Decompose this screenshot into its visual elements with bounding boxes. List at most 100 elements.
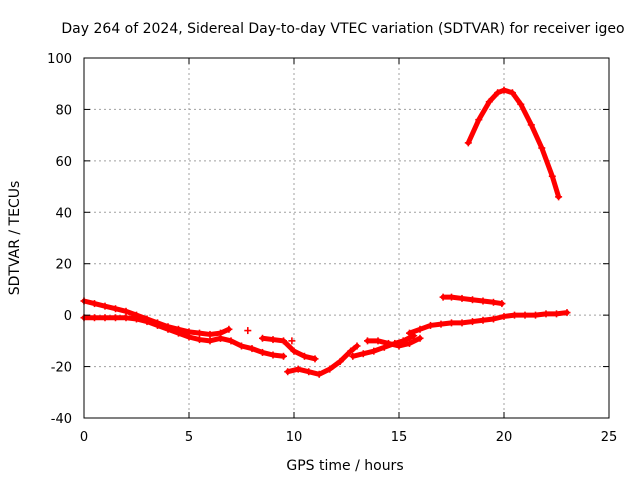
data-point <box>427 321 434 329</box>
axis-ticks <box>83 57 610 419</box>
x-tick-label: 0 <box>80 430 88 445</box>
data-point <box>294 365 302 373</box>
data-point <box>437 320 445 328</box>
data-point <box>374 337 382 345</box>
x-tick-label: 25 <box>601 430 618 445</box>
data-point <box>284 368 292 376</box>
data-point <box>143 318 151 326</box>
data-point <box>385 339 392 347</box>
data-point <box>475 116 483 124</box>
data-point <box>517 100 525 108</box>
data-point <box>280 352 287 360</box>
data-point <box>91 300 98 308</box>
data-point <box>311 355 319 363</box>
plot-area <box>80 86 571 378</box>
data-point <box>269 336 277 344</box>
x-axis-label: GPS time / hours <box>286 458 403 474</box>
data-point <box>280 337 287 345</box>
x-tick-label: 10 <box>286 430 303 445</box>
data-point <box>91 314 98 322</box>
data-point <box>395 342 403 350</box>
data-point <box>464 139 472 147</box>
data-point <box>206 330 214 338</box>
data-point <box>305 368 313 376</box>
series-arc-midday-2 <box>259 334 319 363</box>
data-point <box>101 314 109 322</box>
series-arc-high <box>464 86 563 201</box>
data-point <box>353 342 361 350</box>
series-line <box>465 87 562 200</box>
y-tick-label: 40 <box>55 206 72 221</box>
series-arc-evening <box>406 309 571 337</box>
data-point <box>227 337 235 345</box>
data-point <box>532 311 539 319</box>
chart-title: Day 264 of 2024, Sidereal Day-to-day VTE… <box>61 21 624 37</box>
data-point <box>301 352 308 360</box>
data-point <box>521 311 529 319</box>
data-point <box>196 336 203 344</box>
x-tick-label: 20 <box>496 430 513 445</box>
data-point <box>469 318 476 326</box>
data-point <box>225 325 233 333</box>
series-arc-midday-1 <box>217 334 287 360</box>
data-point <box>259 334 266 342</box>
series-arc-afternoon <box>439 293 506 308</box>
data-point <box>406 339 413 347</box>
data-point <box>538 144 546 152</box>
series-arc-recovery-1 <box>349 332 418 360</box>
data-point <box>500 86 508 94</box>
data-point <box>479 316 487 324</box>
data-point <box>494 89 502 97</box>
data-point <box>112 314 119 322</box>
data-point <box>490 315 497 323</box>
data-point <box>175 329 182 337</box>
data-point <box>269 351 277 359</box>
y-tick-label: 80 <box>55 103 72 118</box>
data-point <box>315 370 323 378</box>
data-point <box>439 293 447 301</box>
y-tick-label: 60 <box>55 155 72 170</box>
data-point <box>511 311 518 319</box>
grid-lines <box>84 58 609 418</box>
data-point <box>553 310 560 318</box>
data-point <box>364 337 371 345</box>
data-point <box>542 310 550 318</box>
data-point <box>154 321 161 329</box>
data-point <box>498 300 506 308</box>
data-point <box>196 329 203 337</box>
data-point <box>101 302 109 310</box>
data-point <box>485 98 493 106</box>
data-point <box>347 347 355 355</box>
data-point <box>133 315 140 323</box>
data-point <box>248 345 256 353</box>
isolated-point <box>244 327 252 335</box>
data-point <box>370 347 378 355</box>
data-point <box>563 309 571 317</box>
data-point <box>406 329 413 337</box>
data-point <box>238 342 245 350</box>
y-tick-label: 0 <box>64 309 72 324</box>
data-point <box>336 357 344 365</box>
data-point <box>290 347 298 355</box>
series-line <box>407 310 570 336</box>
data-point <box>555 193 563 201</box>
data-point <box>490 298 497 306</box>
data-point <box>508 89 516 97</box>
y-tick-label: -40 <box>51 412 72 427</box>
data-point <box>548 172 556 180</box>
y-tick-label: -20 <box>51 361 72 376</box>
x-tick-label: 5 <box>185 430 193 445</box>
x-tick-label: 15 <box>391 430 408 445</box>
y-tick-label: 100 <box>47 52 72 67</box>
data-point <box>122 307 130 315</box>
y-tick-labels: -40 -20 0 20 40 60 80 100 <box>47 52 72 427</box>
data-point <box>416 334 424 342</box>
x-tick-labels: 0 5 10 15 20 25 <box>80 430 617 445</box>
data-point <box>185 333 193 341</box>
data-point <box>448 319 455 327</box>
series-arc-trough <box>284 342 361 378</box>
data-point <box>479 297 487 305</box>
data-point <box>259 348 266 356</box>
data-point <box>112 305 119 313</box>
